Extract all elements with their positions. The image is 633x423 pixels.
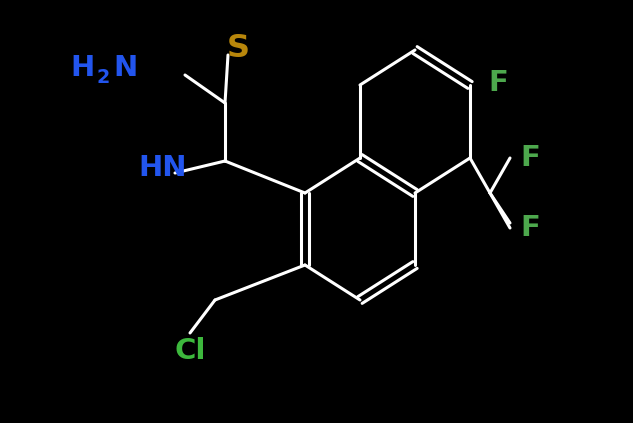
Text: F: F xyxy=(488,69,508,97)
Text: N: N xyxy=(113,54,137,82)
Text: Cl: Cl xyxy=(174,337,206,365)
Text: H: H xyxy=(71,54,95,82)
Text: F: F xyxy=(520,214,540,242)
Text: HN: HN xyxy=(138,154,187,182)
Text: S: S xyxy=(227,33,249,63)
Text: 2: 2 xyxy=(97,68,110,86)
Text: F: F xyxy=(520,144,540,172)
